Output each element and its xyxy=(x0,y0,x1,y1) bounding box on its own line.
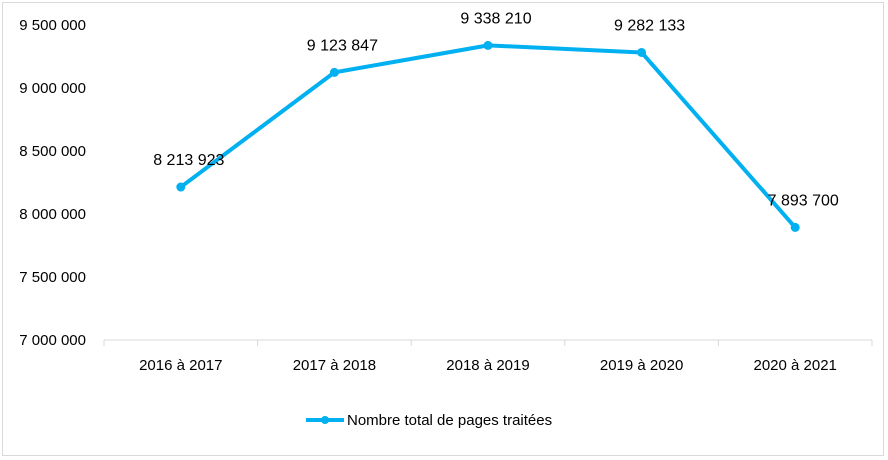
legend-point-marker xyxy=(321,416,329,424)
data-point xyxy=(790,222,800,232)
data-label: 7 893 700 xyxy=(768,192,839,209)
data-label: 9 338 210 xyxy=(460,10,531,27)
legend-series-name: Nombre total de pages traitées xyxy=(347,412,552,429)
data-label: 9 123 847 xyxy=(307,37,378,54)
x-tick-label: 2020 à 2021 xyxy=(753,357,836,374)
x-tick-label: 2019 à 2020 xyxy=(600,357,683,374)
y-tick-label: 7 500 000 xyxy=(19,269,86,286)
x-tick-label: 2018 à 2019 xyxy=(446,357,529,374)
data-point xyxy=(483,40,493,50)
legend: Nombre total de pages traitées xyxy=(306,412,552,429)
x-tick-label: 2016 à 2017 xyxy=(139,357,222,374)
y-axis-ticks: 7 000 000 7 500 000 8 000 000 8 500 000 9 00… xyxy=(19,17,86,349)
y-tick-label: 8 500 000 xyxy=(19,143,86,160)
data-label: 9 282 133 xyxy=(614,17,685,34)
y-tick-label: 9 000 000 xyxy=(19,80,86,97)
y-tick-label: 9 500 000 xyxy=(19,17,86,34)
data-point xyxy=(176,182,186,192)
y-tick-label: 7 000 000 xyxy=(19,332,86,349)
data-point xyxy=(637,47,647,57)
x-tick-label: 2017 à 2018 xyxy=(293,357,376,374)
x-axis-ticks: 2016 à 2017 2017 à 2018 2018 à 2019 2019 à … xyxy=(103,340,873,374)
data-point xyxy=(329,67,339,77)
series-line xyxy=(178,43,798,230)
series-group: 8 213 923 9 123 847 9 338 210 9 282 133 7 89… xyxy=(153,10,839,232)
y-tick-label: 8 000 000 xyxy=(19,206,86,223)
data-label: 8 213 923 xyxy=(153,152,224,169)
